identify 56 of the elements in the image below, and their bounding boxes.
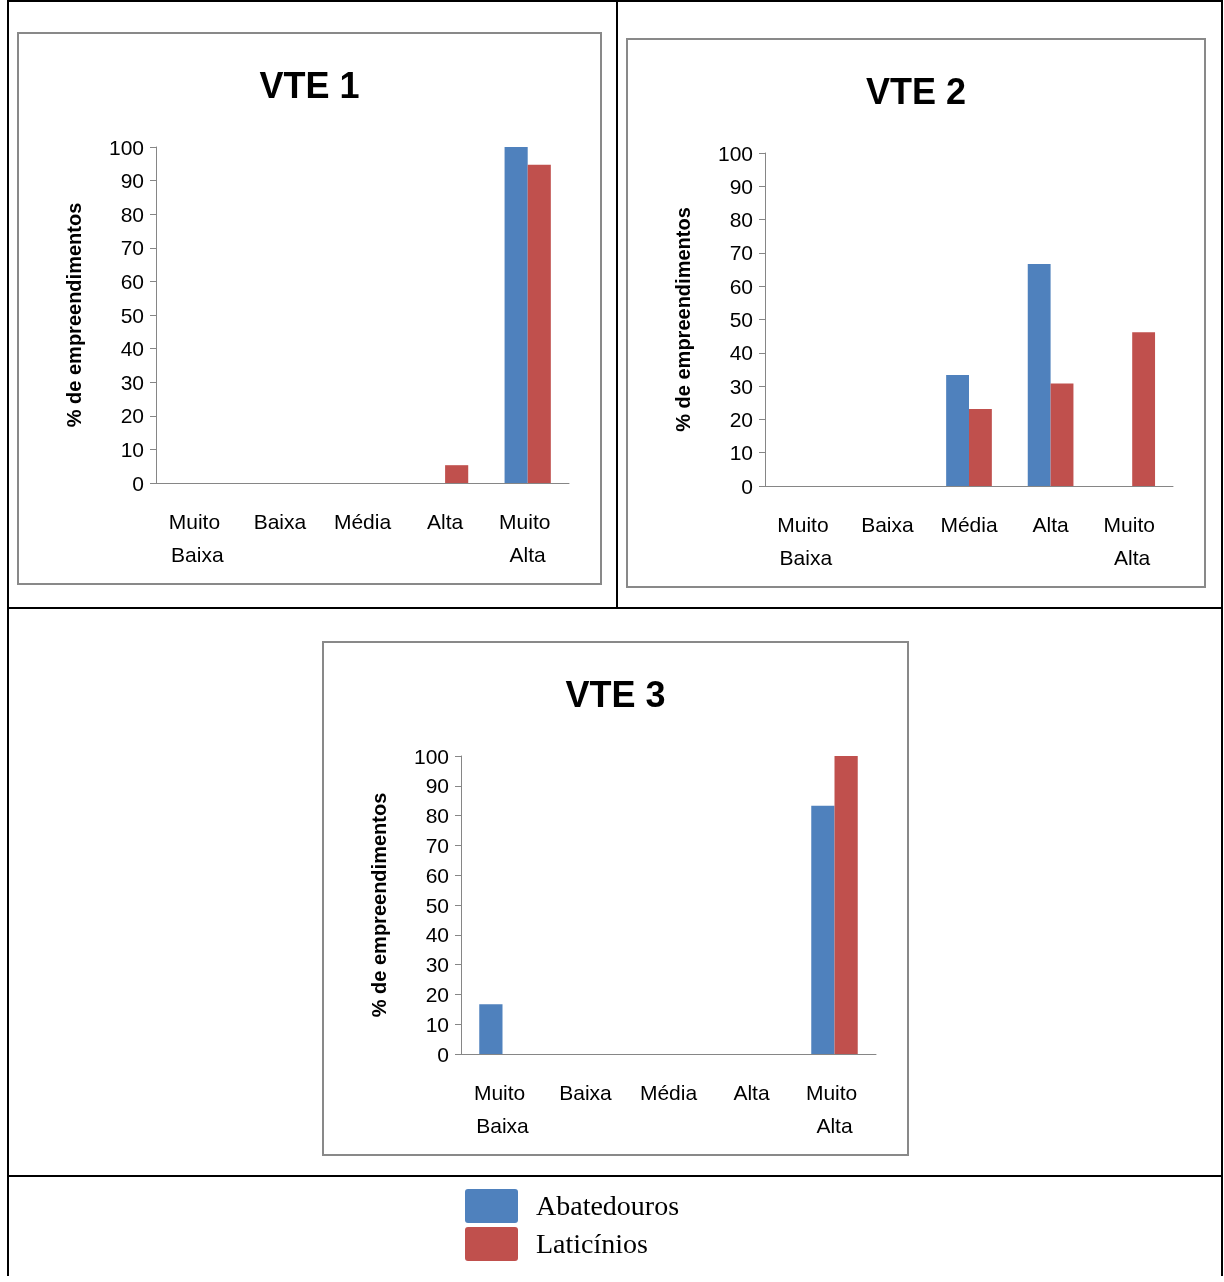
y-axis-title: % de empreendimentos: [368, 792, 390, 1018]
y-tick-label: 60: [425, 863, 449, 887]
x-tick-label: Muito Baixa: [168, 510, 226, 566]
y-tick-label: 40: [120, 337, 144, 361]
y-tick-label: 10: [729, 441, 753, 465]
y-tick-label: 60: [120, 269, 144, 293]
y-tick-label: 0: [132, 471, 144, 495]
y-tick-label: 100: [413, 744, 449, 768]
legend-label: Abatedouros: [536, 1190, 680, 1222]
x-tick-label: Muito Alta: [1103, 513, 1161, 569]
x-tick-label: Alta: [427, 510, 464, 533]
y-tick-label: 0: [741, 474, 753, 498]
y-tick-label: 40: [425, 923, 449, 947]
x-tick-label: Muito Alta: [499, 510, 557, 566]
y-tick-label: 90: [729, 174, 753, 198]
x-tick-label: Média: [639, 1081, 698, 1104]
y-tick-label: 20: [120, 404, 144, 428]
y-axis-title: % de empreendimentos: [672, 207, 694, 432]
x-tick-label: Baixa: [559, 1081, 613, 1104]
chart-title: VTE 1: [259, 64, 360, 106]
y-tick-label: 40: [729, 341, 753, 365]
x-tick-label: Baixa: [861, 513, 914, 536]
y-tick-label: 70: [729, 241, 753, 265]
y-tick-label: 30: [425, 953, 449, 977]
y-tick-label: 20: [729, 407, 753, 431]
y-tick-label: 50: [425, 893, 449, 917]
y-tick-label: 100: [717, 141, 753, 165]
y-tick-label: 20: [425, 982, 449, 1006]
y-tick-label: 70: [425, 833, 449, 857]
chart-title: VTE 2: [865, 70, 967, 112]
y-tick-label: 60: [729, 274, 753, 298]
y-tick-label: 10: [425, 1012, 449, 1036]
y-tick-label: 0: [437, 1042, 449, 1066]
y-tick-label: 100: [108, 135, 144, 159]
y-tick-label: 70: [120, 236, 144, 260]
y-tick-label: 80: [425, 804, 449, 828]
x-tick-label: Muito Baixa: [473, 1081, 532, 1137]
x-tick-label: Média: [333, 510, 392, 533]
x-tick-label: Muito Alta: [805, 1081, 864, 1137]
y-tick-label: 10: [120, 437, 144, 461]
y-tick-label: 80: [729, 208, 753, 232]
y-tick-label: 90: [120, 169, 144, 193]
chart-title: VTE 3: [565, 673, 666, 715]
x-tick-label: Baixa: [253, 510, 307, 533]
y-tick-label: 30: [729, 374, 753, 398]
y-tick-label: 50: [729, 308, 753, 331]
x-tick-label: Média: [940, 513, 998, 536]
y-tick-label: 80: [120, 202, 144, 226]
y-axis-title: % de empreendimentos: [63, 202, 85, 428]
legend-label: Laticínios: [536, 1228, 648, 1260]
x-tick-label: Alta: [733, 1081, 770, 1104]
y-tick-label: 50: [120, 303, 144, 327]
x-tick-label: Alta: [1032, 513, 1070, 536]
y-tick-label: 90: [425, 774, 449, 798]
x-tick-label: Muito Baixa: [777, 513, 835, 569]
y-tick-label: 30: [120, 370, 144, 394]
